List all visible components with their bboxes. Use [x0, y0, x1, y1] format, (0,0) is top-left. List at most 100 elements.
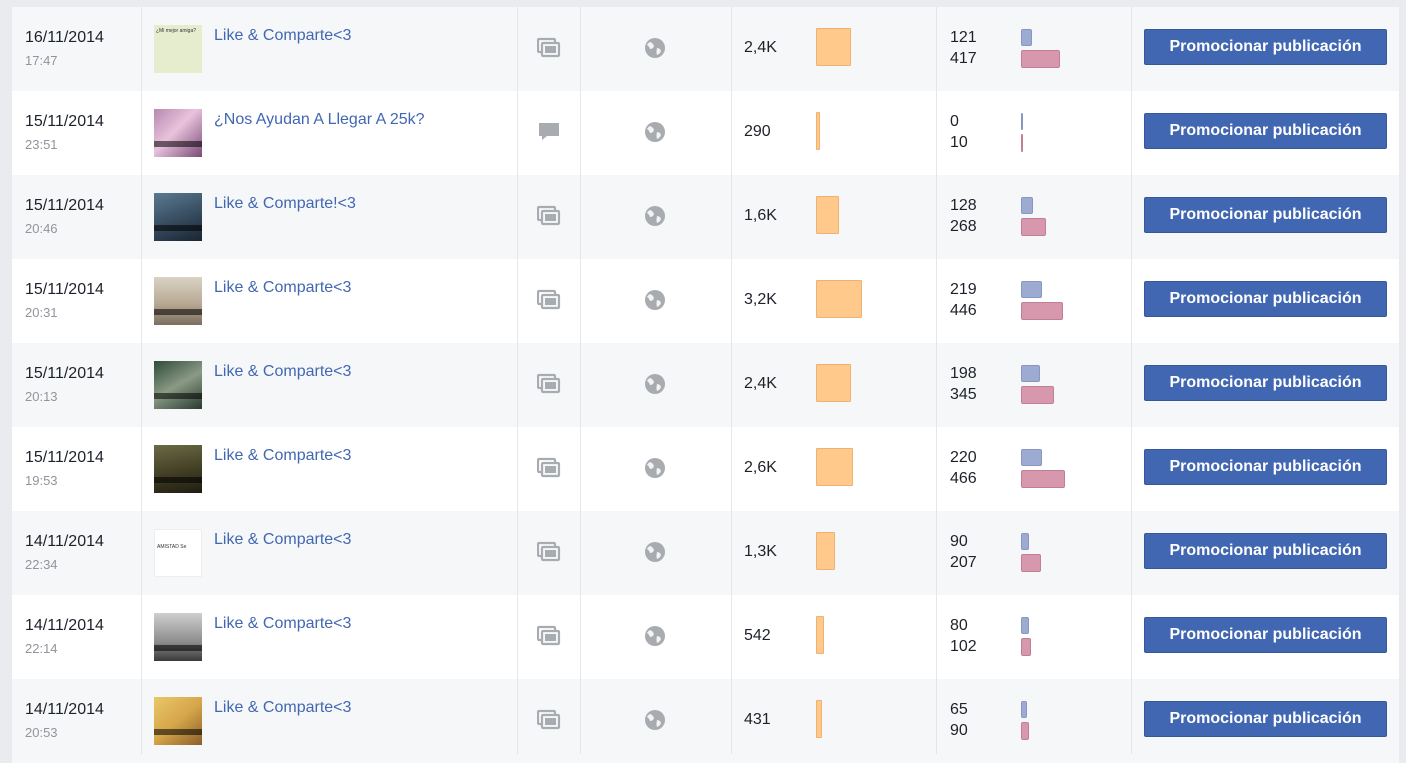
table-row: 14/11/2014 20:53 Like & Comparte<3 431 65 90 P… [12, 679, 1399, 763]
globe-icon [644, 289, 666, 311]
post-thumbnail[interactable]: AMISTAD Se [154, 529, 202, 577]
promote-post-button[interactable]: Promocionar publicación [1144, 113, 1387, 149]
post-time: 23:51 [25, 137, 58, 152]
promote-post-button[interactable]: Promocionar publicación [1144, 29, 1387, 65]
reach-bar [816, 364, 851, 402]
promote-post-button[interactable]: Promocionar publicación [1144, 365, 1387, 401]
table-row: 16/11/2014 17:47 ¿Mi mejor amiga? Like & Co… [12, 7, 1399, 91]
album-icon [536, 35, 561, 59]
engagement-bottom-bar [1021, 470, 1065, 488]
post-title-link[interactable]: Like & Comparte<3 [214, 279, 352, 296]
album-icon [536, 287, 561, 311]
table-row: 15/11/2014 20:46 Like & Comparte!<3 1,6K 128… [12, 175, 1399, 259]
post-date: 15/11/2014 [25, 449, 104, 466]
reach-bar [816, 532, 835, 570]
reach-value: 2,4K [744, 375, 777, 392]
post-time: 19:53 [25, 473, 58, 488]
table-row: 15/11/2014 20:31 Like & Comparte<3 3,2K 219 4… [12, 259, 1399, 343]
promote-post-button[interactable]: Promocionar publicación [1144, 617, 1387, 653]
reach-value: 290 [744, 123, 771, 140]
post-date: 15/11/2014 [25, 197, 104, 214]
post-title-link[interactable]: Like & Comparte<3 [214, 531, 352, 548]
engagement-top-bar [1021, 197, 1033, 214]
column-divider [936, 7, 937, 754]
album-icon [536, 539, 561, 563]
promote-post-button[interactable]: Promocionar publicación [1144, 197, 1387, 233]
globe-icon [644, 121, 666, 143]
column-divider [517, 7, 518, 754]
album-icon [536, 203, 561, 227]
reach-bar [816, 616, 824, 654]
engagement-top-bar [1021, 365, 1040, 382]
post-time: 20:31 [25, 305, 58, 320]
reach-value: 3,2K [744, 291, 777, 308]
thumbnail-text-overlay [154, 225, 202, 231]
column-divider [731, 7, 732, 754]
reach-value: 2,6K [744, 459, 777, 476]
reach-bar [816, 28, 851, 66]
post-time: 22:14 [25, 641, 58, 656]
post-title-link[interactable]: Like & Comparte<3 [214, 27, 352, 44]
engagement-top-value: 219 [950, 281, 977, 298]
post-title-link[interactable]: ¿Nos Ayudan A Llegar A 25k? [214, 111, 425, 128]
reach-value: 1,6K [744, 207, 777, 224]
column-divider [141, 7, 142, 754]
reach-bar [816, 196, 839, 234]
reach-value: 431 [744, 711, 771, 728]
engagement-top-bar [1021, 617, 1029, 634]
post-title-link[interactable]: Like & Comparte!<3 [214, 195, 356, 212]
reach-value: 1,3K [744, 543, 777, 560]
globe-icon [644, 205, 666, 227]
post-thumbnail[interactable] [154, 277, 202, 325]
promote-post-button[interactable]: Promocionar publicación [1144, 533, 1387, 569]
engagement-top-bar [1021, 701, 1027, 718]
album-icon [536, 455, 561, 479]
engagement-top-bar [1021, 281, 1042, 298]
post-time: 20:53 [25, 725, 58, 740]
thumbnail-text-overlay [154, 729, 202, 735]
post-title-link[interactable]: Like & Comparte<3 [214, 363, 352, 380]
engagement-bottom-bar [1021, 722, 1029, 740]
engagement-bottom-value: 207 [950, 554, 977, 571]
post-date: 16/11/2014 [25, 29, 104, 46]
post-thumbnail[interactable] [154, 697, 202, 745]
engagement-bottom-bar [1021, 134, 1023, 152]
engagement-top-value: 121 [950, 29, 977, 46]
promote-post-button[interactable]: Promocionar publicación [1144, 449, 1387, 485]
promote-post-button[interactable]: Promocionar publicación [1144, 701, 1387, 737]
promote-post-button[interactable]: Promocionar publicación [1144, 281, 1387, 317]
engagement-top-value: 220 [950, 449, 977, 466]
post-title-link[interactable]: Like & Comparte<3 [214, 615, 352, 632]
engagement-bottom-value: 345 [950, 386, 977, 403]
post-title-link[interactable]: Like & Comparte<3 [214, 447, 352, 464]
reach-bar [816, 280, 862, 318]
engagement-bottom-bar [1021, 638, 1031, 656]
globe-icon [644, 625, 666, 647]
globe-icon [644, 541, 666, 563]
engagement-bottom-bar [1021, 302, 1063, 320]
post-date: 15/11/2014 [25, 365, 104, 382]
post-thumbnail[interactable] [154, 193, 202, 241]
post-thumbnail[interactable] [154, 109, 202, 157]
post-thumbnail[interactable] [154, 613, 202, 661]
album-icon [536, 371, 561, 395]
engagement-top-value: 80 [950, 617, 968, 634]
post-thumbnail[interactable]: ¿Mi mejor amiga? [154, 25, 202, 73]
engagement-bottom-value: 268 [950, 218, 977, 235]
table-row: 15/11/2014 23:51 ¿Nos Ayudan A Llegar A 25… [12, 91, 1399, 175]
post-title-link[interactable]: Like & Comparte<3 [214, 699, 352, 716]
post-date: 14/11/2014 [25, 533, 104, 550]
post-date: 15/11/2014 [25, 113, 104, 130]
engagement-top-bar [1021, 29, 1032, 46]
thumbnail-text-overlay [154, 141, 202, 147]
reach-bar [816, 700, 822, 738]
engagement-bottom-value: 417 [950, 50, 977, 67]
post-thumbnail[interactable] [154, 361, 202, 409]
engagement-bottom-bar [1021, 386, 1054, 404]
column-divider [580, 7, 581, 754]
album-icon [536, 623, 561, 647]
globe-icon [644, 709, 666, 731]
thumbnail-caption: AMISTAD Se [157, 544, 187, 550]
post-thumbnail[interactable] [154, 445, 202, 493]
post-time: 22:34 [25, 557, 58, 572]
